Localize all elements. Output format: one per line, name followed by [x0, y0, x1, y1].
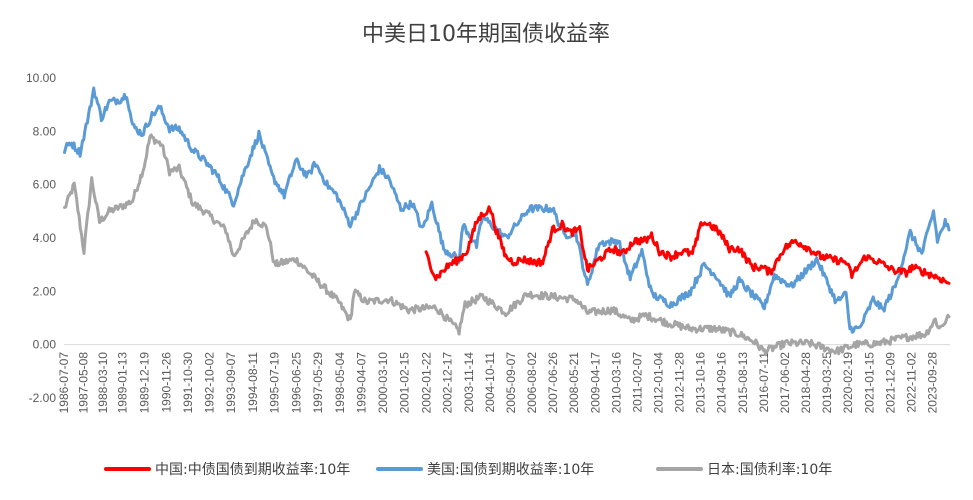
x-tick-label: 1989-12-19	[137, 352, 151, 414]
x-axis: 1986-07-07 1987-05-08 1988-03-10 1989-01-13…	[57, 344, 950, 414]
series-line-1	[63, 86, 951, 334]
y-tick-label: 10.00	[26, 71, 56, 85]
x-tick-label: 2011-02-07	[630, 352, 644, 413]
x-tick-label: 1990-11-26	[159, 352, 173, 413]
x-tick-label: 2016-07-11	[757, 352, 771, 413]
x-tick-label: 2017-06-02	[778, 352, 792, 414]
x-tick-label: 2000-03-10	[376, 352, 390, 414]
x-tick-label: 2022-11-02	[904, 352, 918, 413]
y-tick-label: 8.00	[33, 124, 57, 138]
x-tick-label: 1991-10-30	[181, 352, 195, 414]
x-tick-label: 2021-12-09	[883, 352, 897, 414]
x-tick-label: 2020-02-19	[841, 352, 855, 414]
x-tick-label: 1986-07-07	[57, 352, 71, 414]
series-line-0	[424, 205, 951, 285]
x-tick-label: 2005-09-07	[504, 352, 518, 414]
x-tick-label: 2006-08-02	[525, 352, 539, 414]
legend: 中国:中债国债到期收益率:10年 美国:国债到期收益率:10年 日本:国债利率:10…	[104, 461, 832, 478]
x-tick-label: 1988-03-10	[96, 352, 110, 414]
x-tick-label: 1997-05-29	[311, 352, 325, 414]
x-tick-label: 1995-07-19	[268, 352, 282, 414]
x-tick-label: 1996-06-25	[289, 352, 303, 414]
x-tick-label: 2023-09-28	[925, 352, 939, 414]
x-tick-label: 2012-11-28	[673, 352, 687, 413]
x-tick-label: 2009-04-17	[588, 352, 602, 414]
x-tick-label: 2018-04-28	[799, 352, 813, 414]
x-tick-label: 1998-05-04	[333, 352, 347, 414]
x-tick-label: 2008-05-21	[567, 352, 581, 414]
y-tick-label: 4.00	[33, 231, 57, 245]
x-tick-label: 2003-11-14	[462, 352, 476, 413]
x-tick-label: 2002-12-17	[441, 352, 455, 414]
y-tick-label: -2.00	[29, 391, 57, 405]
legend-label: 日本:国债利率:10年	[707, 461, 832, 478]
y-tick-label: 2.00	[33, 284, 57, 298]
x-tick-label: 2015-08-13	[736, 352, 750, 414]
x-tick-label: 2002-01-22	[420, 352, 434, 414]
x-tick-label: 1987-05-08	[77, 352, 91, 414]
y-tick-label: 6.00	[33, 178, 57, 192]
legend-label: 美国:国债到期收益率:10年	[427, 461, 594, 478]
x-tick-label: 1993-09-07	[224, 352, 238, 414]
x-tick-label: 2004-10-11	[483, 352, 497, 413]
x-tick-label: 2019-03-25	[820, 352, 834, 414]
x-tick-label: 1999-04-07	[354, 352, 368, 414]
x-tick-label: 1989-01-13	[116, 352, 130, 414]
series-line-2	[63, 133, 951, 357]
y-tick-label: 0.00	[33, 338, 57, 352]
legend-label: 中国:中债国债到期收益率:10年	[155, 461, 350, 478]
x-tick-label: 2012-01-04	[652, 352, 666, 414]
chart-title: 中美日10年期国债收益率	[362, 22, 610, 47]
x-tick-label: 2010-03-16	[610, 352, 624, 414]
x-tick-label: 2014-09-16	[715, 352, 729, 414]
x-tick-label: 2021-01-15	[862, 352, 876, 414]
x-tick-label: 1994-08-11	[246, 352, 260, 413]
x-tick-label: 1992-10-02	[202, 352, 216, 414]
series-layer	[63, 86, 951, 357]
x-tick-label: 2013-10-16	[693, 352, 707, 414]
x-tick-label: 2007-06-26	[546, 352, 560, 414]
y-axis: -2.00 0.00 2.00 4.00 6.00 8.00 10.00	[26, 71, 56, 405]
x-tick-label: 2001-02-15	[398, 352, 412, 414]
